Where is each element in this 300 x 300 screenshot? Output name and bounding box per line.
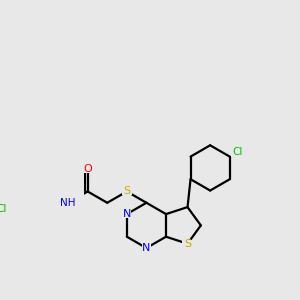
Bar xyxy=(61,199,75,207)
Bar xyxy=(142,244,151,252)
Text: Cl: Cl xyxy=(0,204,6,214)
Bar xyxy=(122,210,131,218)
Text: N: N xyxy=(123,209,131,219)
Text: N: N xyxy=(142,243,151,253)
Text: NH: NH xyxy=(60,198,76,208)
Bar xyxy=(182,240,193,247)
Bar xyxy=(0,206,8,213)
Text: S: S xyxy=(184,239,191,249)
Bar xyxy=(83,165,92,172)
Bar xyxy=(232,148,244,156)
Text: S: S xyxy=(123,187,130,196)
Text: Cl: Cl xyxy=(233,147,243,157)
Text: O: O xyxy=(83,164,92,174)
Bar xyxy=(122,188,132,195)
